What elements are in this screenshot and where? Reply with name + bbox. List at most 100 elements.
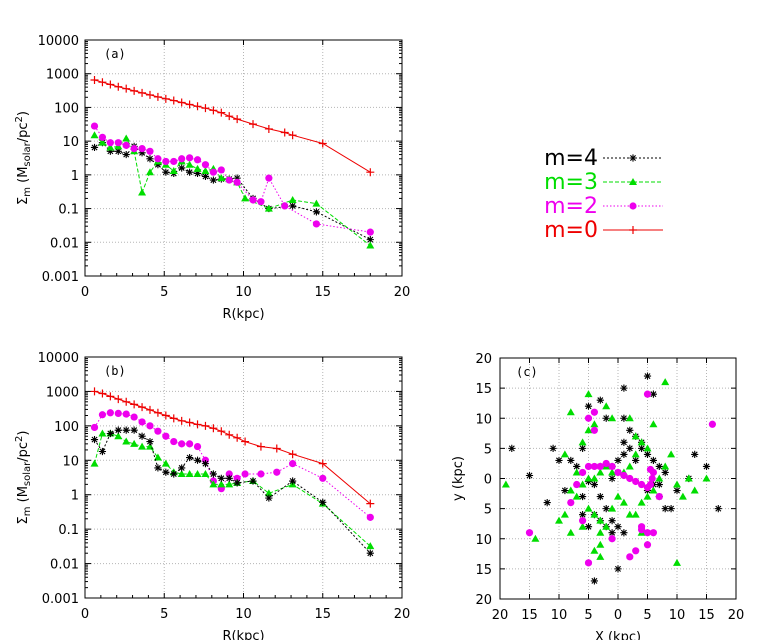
data-point-m4 <box>90 143 99 152</box>
data-point-m3 <box>138 442 147 450</box>
data-point-m4 <box>602 414 610 422</box>
data-point-m0 <box>225 112 234 121</box>
data-point-m3 <box>602 522 611 530</box>
legend-label-m3: m=3 <box>544 170 598 195</box>
data-point-m3 <box>643 444 652 452</box>
data-point-m0 <box>288 450 297 459</box>
data-point-m0 <box>145 90 154 99</box>
data-point-m0 <box>366 499 375 508</box>
series-m4 <box>90 139 374 244</box>
data-point-m4 <box>201 172 210 180</box>
data-point-m4 <box>561 486 569 495</box>
data-point-m3 <box>366 542 375 550</box>
data-point-m3 <box>619 498 628 506</box>
series-line-m4 <box>94 142 371 241</box>
data-point-m4 <box>178 464 186 472</box>
y-tick-label: 0.1 <box>58 523 79 538</box>
y-axis-label-part: solar <box>22 141 33 166</box>
series-m0 <box>90 387 375 508</box>
data-point-m3 <box>584 426 593 434</box>
data-point-m3 <box>608 504 617 512</box>
data-point-m3 <box>596 552 605 560</box>
data-point-m2 <box>281 202 289 210</box>
panel-b: 0 5 10 15 20 0.001 0.01 0.1 1 10 100 1000 10000 (b) R(… <box>14 351 410 640</box>
data-point-m4 <box>98 447 107 456</box>
data-point-m2 <box>643 529 652 537</box>
data-point-m2 <box>146 422 154 430</box>
data-point-m4 <box>632 456 640 465</box>
data-point-m3 <box>596 540 605 548</box>
data-point-m3 <box>649 486 658 494</box>
data-point-m4 <box>620 529 628 537</box>
data-point-m3 <box>608 414 617 422</box>
data-point-m3 <box>312 199 321 207</box>
data-point-m3 <box>590 510 599 518</box>
data-point-m2 <box>265 174 273 182</box>
data-point-m3 <box>555 516 563 524</box>
data-point-m2 <box>170 157 178 166</box>
data-point-m4 <box>714 505 722 513</box>
data-point-m4 <box>249 477 257 485</box>
y-tick-label: 1000 <box>46 385 79 400</box>
data-point-m3 <box>584 474 593 482</box>
data-point-m3 <box>531 534 540 542</box>
data-point-m3 <box>584 504 593 512</box>
data-point-m2 <box>596 462 604 471</box>
data-point-m2 <box>312 220 321 228</box>
x-tick-label: 15 <box>521 608 538 623</box>
series-m4 <box>90 426 374 557</box>
data-point-m4 <box>186 168 194 176</box>
x-tick-label: 0 <box>614 608 622 623</box>
y-tick-label: 10 <box>475 412 492 427</box>
data-point-m4 <box>146 437 154 446</box>
x-tick-label: 10 <box>235 285 252 300</box>
data-point-m0 <box>249 120 258 129</box>
data-point-m4 <box>620 450 628 458</box>
legend-marker-m3 <box>629 178 637 185</box>
data-point-m4 <box>702 462 711 471</box>
data-point-m3 <box>130 439 139 447</box>
data-point-m2 <box>579 517 587 525</box>
x-tick-label: 10 <box>669 608 686 623</box>
data-point-m3 <box>702 474 711 482</box>
legend: m=4m=3m=2m=0 <box>544 146 663 243</box>
data-point-m2 <box>257 198 265 206</box>
data-point-m0 <box>169 96 178 105</box>
data-point-m2 <box>257 470 265 478</box>
y-tick-label: 10000 <box>38 351 79 366</box>
y-tick-label: 15 <box>475 563 492 578</box>
data-point-m3 <box>678 492 687 500</box>
data-point-m4 <box>289 202 297 210</box>
data-point-m3 <box>572 492 581 500</box>
data-point-m2 <box>708 420 717 428</box>
data-point-m3 <box>590 420 599 428</box>
data-point-m0 <box>272 444 281 453</box>
x-tick-label: 20 <box>728 608 745 623</box>
x-tick-label: 0 <box>81 285 89 300</box>
data-point-m0 <box>201 104 210 113</box>
data-point-m0 <box>201 421 210 430</box>
data-point-m2 <box>178 440 186 448</box>
data-point-m3 <box>596 528 605 536</box>
data-point-m4 <box>579 511 587 519</box>
data-point-m4 <box>233 479 241 487</box>
data-point-m4 <box>614 565 622 573</box>
data-point-m0 <box>122 397 131 406</box>
y-axis-label-part: ) <box>16 431 31 436</box>
legend-label-m2: m=2 <box>544 194 598 219</box>
data-point-m2 <box>130 413 138 421</box>
data-point-m3 <box>201 167 210 175</box>
data-point-m3 <box>673 480 681 488</box>
y-axis-label-part: /pc <box>16 122 31 142</box>
y-axis-label-part: /pc <box>16 442 31 462</box>
y-tick-label: 5 <box>484 442 492 457</box>
data-point-m3 <box>643 492 652 500</box>
data-point-m4 <box>667 505 675 513</box>
panel-label: (c) <box>516 365 538 379</box>
data-point-m2 <box>646 480 655 489</box>
data-point-m0 <box>233 115 242 124</box>
data-point-m0 <box>90 76 99 85</box>
data-point-m3 <box>631 432 640 440</box>
data-point-m4 <box>584 523 593 531</box>
